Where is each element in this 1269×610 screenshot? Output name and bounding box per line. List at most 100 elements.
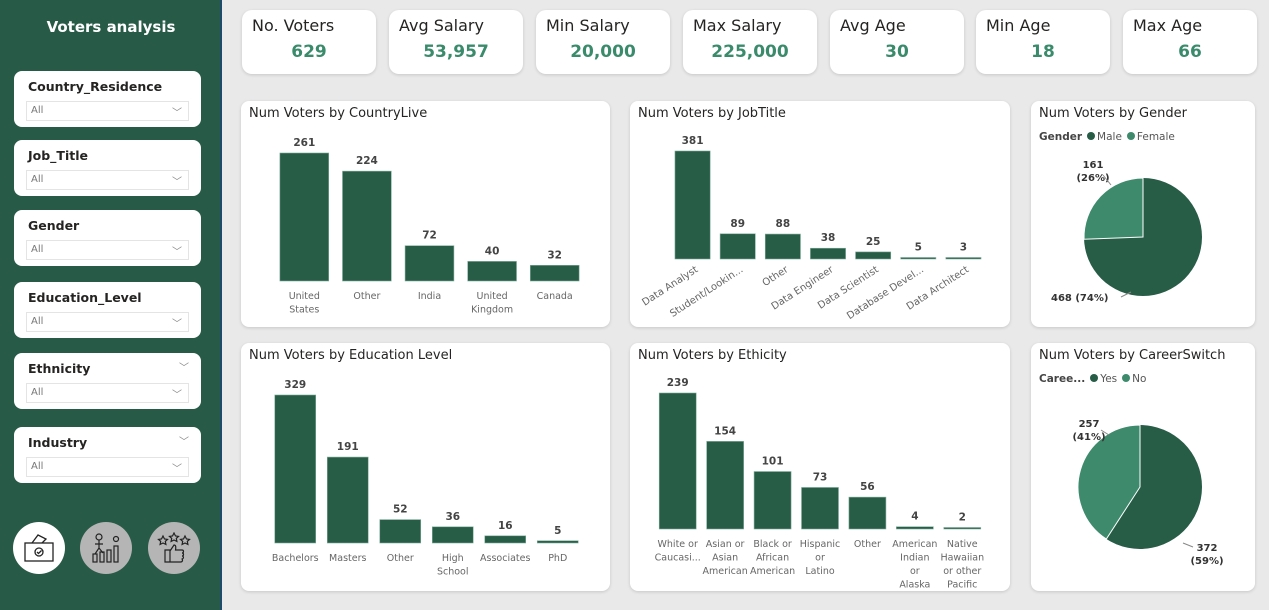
data-label: 88 (776, 218, 791, 230)
kpi-value: 18 (1031, 42, 1055, 62)
legend-item[interactable]: Female (1126, 131, 1175, 143)
bar[interactable] (658, 392, 697, 530)
rating-thumbs-up-icon[interactable] (148, 522, 200, 574)
ballot-box-icon[interactable] (13, 522, 65, 574)
leader-line (1102, 174, 1112, 186)
chevron-down-icon: ﹀ (172, 177, 182, 188)
bar[interactable] (848, 496, 887, 530)
data-label: 224 (356, 155, 378, 167)
bar[interactable] (536, 540, 579, 544)
legend-marker (1090, 374, 1099, 382)
bar[interactable] (753, 471, 792, 530)
chevron-down-icon: ﹀ (172, 108, 182, 119)
x-tick-label: Other (761, 264, 792, 289)
slicer-value: All (31, 174, 44, 185)
chart-card: 329 Bachelors 191 Masters 52 Other 36 High Schoo… (241, 343, 610, 591)
slicer-dropdown[interactable]: All ﹀ (26, 383, 189, 403)
bar[interactable] (404, 245, 455, 282)
slicer-dropdown[interactable]: All ﹀ (26, 170, 189, 190)
slicer-dropdown[interactable]: All ﹀ (26, 240, 189, 260)
data-label: 239 (667, 377, 689, 389)
bar[interactable] (801, 487, 839, 530)
leader-line (1100, 429, 1110, 436)
bar[interactable] (855, 251, 892, 260)
chart-card: 239 White or Caucasi... 154 Asian or Asian Ame… (630, 343, 1010, 591)
leader-line (1120, 291, 1132, 298)
bar[interactable] (342, 170, 392, 282)
bar[interactable] (379, 519, 422, 544)
bar[interactable] (467, 261, 517, 282)
x-tick-label: PhD (548, 553, 567, 564)
sidebar: Voters analysis Country_Residence All ﹀ Job… (0, 0, 222, 610)
x-tick-label: Database Devel... (845, 264, 926, 322)
chevron-down-icon[interactable]: ﹀ (179, 437, 189, 448)
slicer-value: All (31, 316, 44, 327)
data-label: 2 (959, 512, 966, 524)
bar[interactable] (945, 257, 982, 260)
data-label: 16 (498, 520, 513, 532)
chart-card: 161 (26%) 468 (74%) Num Voters by Gender Gen… (1031, 101, 1255, 327)
slicer-ethnicity: Ethnicity ﹀ All ﹀ (14, 353, 201, 409)
kpi-card: Avg Salary 53,957 (389, 10, 523, 74)
kpi-card: Max Salary 225,000 (683, 10, 817, 74)
bar[interactable] (764, 233, 801, 260)
legend-title: Caree... (1039, 373, 1086, 385)
chart-card: 381 Data Analyst 89 Student/Lookin... 88 Othe… (630, 101, 1010, 327)
chevron-down-icon[interactable]: ﹀ (179, 363, 189, 374)
kpi-card: Min Age 18 (976, 10, 1110, 74)
chart-title: Num Voters by Education Level (249, 348, 453, 363)
slicer-job-title: Job_Title All ﹀ (14, 140, 201, 196)
legend-item[interactable]: Male (1087, 131, 1122, 143)
legend-item[interactable]: Yes (1090, 373, 1117, 385)
slicer-dropdown[interactable]: All ﹀ (26, 101, 189, 121)
slicer-dropdown[interactable]: All ﹀ (26, 312, 189, 332)
chevron-down-icon: ﹀ (172, 319, 182, 330)
legend: Caree... Yes No (1039, 373, 1146, 385)
data-label: 38 (821, 232, 836, 244)
legend-item[interactable]: No (1122, 373, 1146, 385)
bar[interactable] (900, 257, 937, 260)
bar[interactable] (326, 456, 369, 544)
bar[interactable] (674, 150, 711, 260)
slicer-dropdown[interactable]: All ﹀ (26, 457, 189, 477)
x-tick-label: Masters (329, 553, 366, 564)
pie-data-label: 161 (26%) (1076, 160, 1109, 184)
pie-slice-female[interactable] (1083, 177, 1144, 240)
chart-svg: 261 United States 224 Other 72 India 40 United Ki… (279, 137, 580, 316)
data-label: 56 (860, 481, 875, 493)
x-tick-label: India (418, 291, 441, 302)
chart-svg: 329 Bachelors 191 Masters 52 Other 36 High Schoo… (272, 379, 579, 578)
data-label: 40 (485, 245, 500, 257)
bar[interactable] (529, 265, 580, 282)
bar[interactable] (274, 394, 317, 544)
bar[interactable] (484, 535, 527, 544)
legend-label: Yes (1100, 373, 1118, 385)
kpi-value: 53,957 (423, 42, 489, 62)
data-label: 25 (866, 236, 881, 248)
bar[interactable] (706, 441, 744, 530)
x-tick-label: Asian or Asian American (703, 539, 748, 577)
slicer-label: Industry (28, 435, 88, 450)
chevron-down-icon: ﹀ (172, 247, 182, 258)
bar[interactable] (810, 247, 846, 260)
data-label: 52 (393, 504, 408, 516)
slicer-country-residence: Country_Residence All ﹀ (14, 71, 201, 127)
bar[interactable] (719, 233, 756, 260)
leader-line (1182, 542, 1194, 548)
chart-card: 257 (41%) 372 (59%) Num Voters by CareerSwit… (1031, 343, 1255, 591)
pie-slice-no[interactable] (1077, 424, 1141, 540)
kpi-card: No. Voters 629 (242, 10, 376, 74)
bar[interactable] (943, 527, 982, 530)
legend-title: Gender (1039, 131, 1083, 143)
data-label: 3 (960, 242, 967, 254)
bar[interactable] (896, 526, 934, 530)
slicer-label: Education_Level (28, 290, 142, 305)
chart-svg: 239 White or Caucasi... 154 Asian or Asian Ame… (655, 377, 985, 591)
career-growth-icon[interactable] (80, 522, 132, 574)
bar[interactable] (279, 152, 330, 282)
x-tick-label: AmericanIndianorAlaskaNative (892, 539, 937, 591)
kpi-card: Max Age 66 (1123, 10, 1257, 74)
data-label: 89 (730, 218, 745, 230)
bar[interactable] (431, 526, 474, 544)
